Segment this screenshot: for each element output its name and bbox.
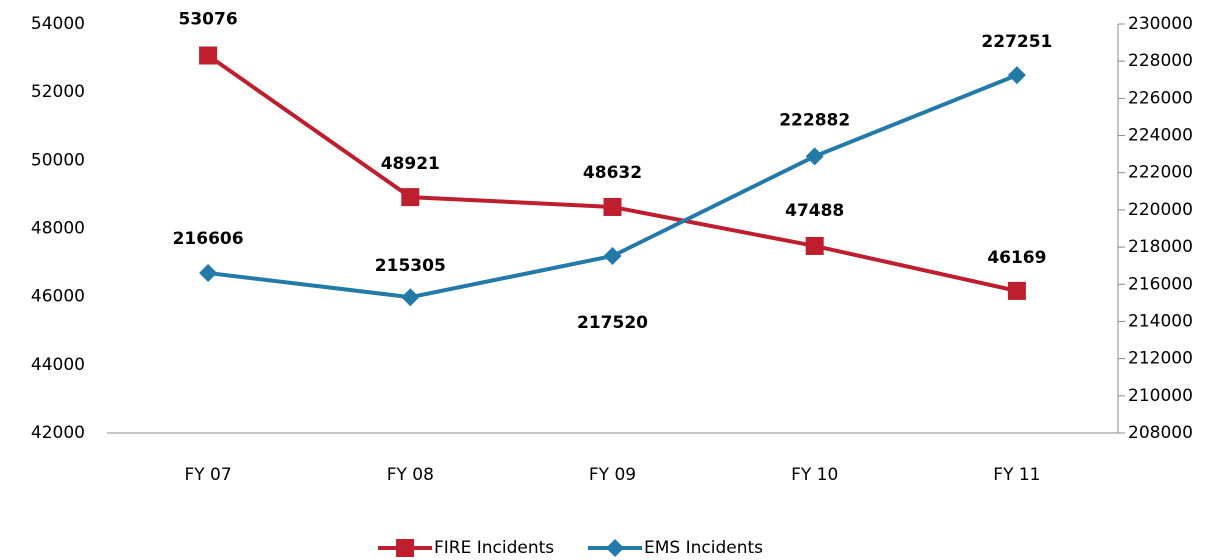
y-tick-label: 44000 <box>31 355 85 375</box>
data-label: 216606 <box>173 229 244 249</box>
marker <box>401 288 420 307</box>
y2-tick-label: 222000 <box>1128 163 1193 183</box>
y2-tick-label: 216000 <box>1128 274 1193 294</box>
data-label: 217520 <box>577 313 648 333</box>
y2-tick-label: 208000 <box>1128 423 1193 443</box>
y2-tick-label: 218000 <box>1128 237 1193 257</box>
y2-tick-label: 220000 <box>1128 200 1193 220</box>
x-tick-label: FY 09 <box>589 465 636 485</box>
x-tick-label: FY 07 <box>184 465 231 485</box>
marker <box>401 188 420 207</box>
data-label: 47488 <box>785 201 844 221</box>
legend-label: FIRE Incidents <box>434 538 554 558</box>
data-label: 222882 <box>779 110 850 130</box>
y-tick-label: 42000 <box>31 423 85 443</box>
y2-tick-label: 224000 <box>1128 126 1193 146</box>
marker <box>805 147 824 166</box>
data-label: 215305 <box>375 256 446 276</box>
marker <box>1007 281 1026 300</box>
y-tick-label: 54000 <box>31 14 85 34</box>
y2-tick-label: 212000 <box>1128 349 1193 369</box>
marker <box>1007 66 1026 85</box>
x-tick-label: FY 11 <box>993 465 1040 485</box>
legend-label: EMS Incidents <box>644 538 763 558</box>
y-tick-label: 52000 <box>31 82 85 102</box>
marker <box>199 264 218 283</box>
y-tick-label: 48000 <box>31 219 85 239</box>
marker <box>805 236 824 255</box>
data-label: 227251 <box>981 32 1052 52</box>
y2-tick-label: 226000 <box>1128 88 1193 108</box>
legend-marker <box>396 539 414 557</box>
marker <box>199 46 218 65</box>
x-tick-label: FY 10 <box>791 465 838 485</box>
data-label: 48921 <box>381 154 440 174</box>
y-tick-label: 46000 <box>31 287 85 307</box>
y2-tick-label: 210000 <box>1128 386 1193 406</box>
y2-tick-label: 228000 <box>1128 51 1193 71</box>
data-label: 53076 <box>179 9 238 29</box>
y-tick-label: 50000 <box>31 150 85 170</box>
marker <box>603 197 622 216</box>
data-label: 46169 <box>987 248 1046 268</box>
y2-tick-label: 214000 <box>1128 311 1193 331</box>
x-tick-label: FY 08 <box>387 465 434 485</box>
data-label: 48632 <box>583 163 642 183</box>
marker <box>603 247 622 266</box>
y2-tick-label: 230000 <box>1128 14 1193 34</box>
legend-marker <box>606 539 624 557</box>
